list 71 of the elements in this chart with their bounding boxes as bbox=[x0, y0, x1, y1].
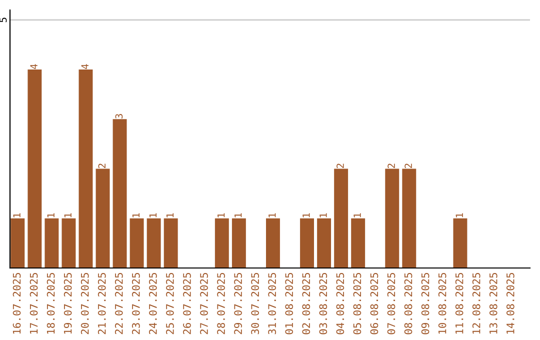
x-tick-label: 22.07.2025 bbox=[114, 273, 123, 334]
x-tick-label: 19.07.2025 bbox=[64, 273, 72, 334]
data-label: 2 bbox=[336, 164, 344, 168]
x-tick-label: 25.07.2025 bbox=[166, 273, 174, 334]
x-tick-label: 17.07.2025 bbox=[30, 273, 38, 334]
x-tick-label: 12.08.2025 bbox=[472, 273, 480, 334]
data-label: 1 bbox=[149, 213, 157, 218]
x-tick-label: 31.07.2025 bbox=[268, 273, 276, 334]
bar bbox=[28, 70, 42, 268]
bar bbox=[402, 168, 416, 268]
data-label: 1 bbox=[320, 213, 327, 218]
x-tick-label: 02.08.2025 bbox=[302, 273, 310, 334]
bar bbox=[334, 168, 348, 268]
data-label: 1 bbox=[47, 213, 54, 218]
x-tick-label: 21.07.2025 bbox=[98, 273, 106, 334]
bar bbox=[130, 218, 144, 268]
bar bbox=[96, 168, 110, 268]
data-label: 1 bbox=[234, 213, 242, 218]
x-tick-label: 24.07.2025 bbox=[149, 273, 157, 334]
x-tick-label: 09.08.2025 bbox=[421, 273, 430, 334]
x-tick-label: 01.08.2025 bbox=[285, 273, 294, 334]
data-label: 1 bbox=[218, 213, 225, 218]
x-tick-label: 26.07.2025 bbox=[183, 273, 191, 334]
y-tick-label: 5 bbox=[0, 18, 7, 22]
x-tick-label: 04.08.2025 bbox=[336, 273, 344, 334]
data-label: 1 bbox=[456, 213, 463, 218]
x-tick-label: 20.07.2025 bbox=[80, 273, 89, 334]
data-label: 1 bbox=[268, 213, 276, 218]
data-label: 3 bbox=[115, 114, 123, 119]
bar bbox=[351, 218, 366, 268]
bar bbox=[214, 218, 229, 268]
data-label: 4 bbox=[30, 64, 38, 70]
data-label: 1 bbox=[166, 213, 174, 218]
bar bbox=[232, 218, 246, 268]
bar bbox=[146, 218, 161, 268]
bar bbox=[164, 218, 178, 268]
bar bbox=[266, 218, 280, 268]
x-tick-label: 16.07.2025 bbox=[12, 273, 21, 334]
x-tick-label: 13.08.2025 bbox=[489, 273, 498, 334]
bar bbox=[44, 218, 59, 268]
data-label: 4 bbox=[81, 64, 88, 70]
data-label: 1 bbox=[354, 213, 361, 218]
bar bbox=[10, 218, 25, 268]
x-tick-label: 30.07.2025 bbox=[251, 273, 260, 334]
x-tick-label: 29.07.2025 bbox=[234, 273, 242, 334]
x-tick-label: 08.08.2025 bbox=[404, 273, 412, 334]
data-label: 1 bbox=[64, 213, 72, 218]
x-tick-label: 03.08.2025 bbox=[319, 273, 328, 334]
bar bbox=[78, 70, 93, 268]
x-tick-label: 27.07.2025 bbox=[200, 273, 208, 334]
x-tick-label: 28.07.2025 bbox=[217, 273, 225, 334]
x-tick-label: 06.08.2025 bbox=[370, 273, 378, 334]
x-tick-label: 11.08.2025 bbox=[455, 273, 464, 334]
data-label: 2 bbox=[404, 164, 412, 168]
data-label: 1 bbox=[302, 213, 310, 218]
x-tick-label: 18.07.2025 bbox=[46, 273, 55, 334]
bar bbox=[62, 218, 76, 268]
bar bbox=[385, 168, 400, 268]
x-tick-label: 10.08.2025 bbox=[438, 273, 446, 334]
bar bbox=[317, 218, 332, 268]
x-tick-label: 07.08.2025 bbox=[387, 273, 396, 334]
x-tick-label: 23.07.2025 bbox=[132, 273, 140, 334]
bar bbox=[453, 218, 468, 268]
x-tick-label: 14.08.2025 bbox=[506, 273, 514, 334]
data-label: 2 bbox=[388, 164, 395, 168]
data-label: 1 bbox=[13, 213, 20, 218]
bar bbox=[112, 119, 127, 268]
x-tick-label: 05.08.2025 bbox=[353, 273, 362, 334]
bar bbox=[300, 218, 314, 268]
data-label: 2 bbox=[98, 164, 106, 168]
data-label: 1 bbox=[132, 213, 140, 218]
